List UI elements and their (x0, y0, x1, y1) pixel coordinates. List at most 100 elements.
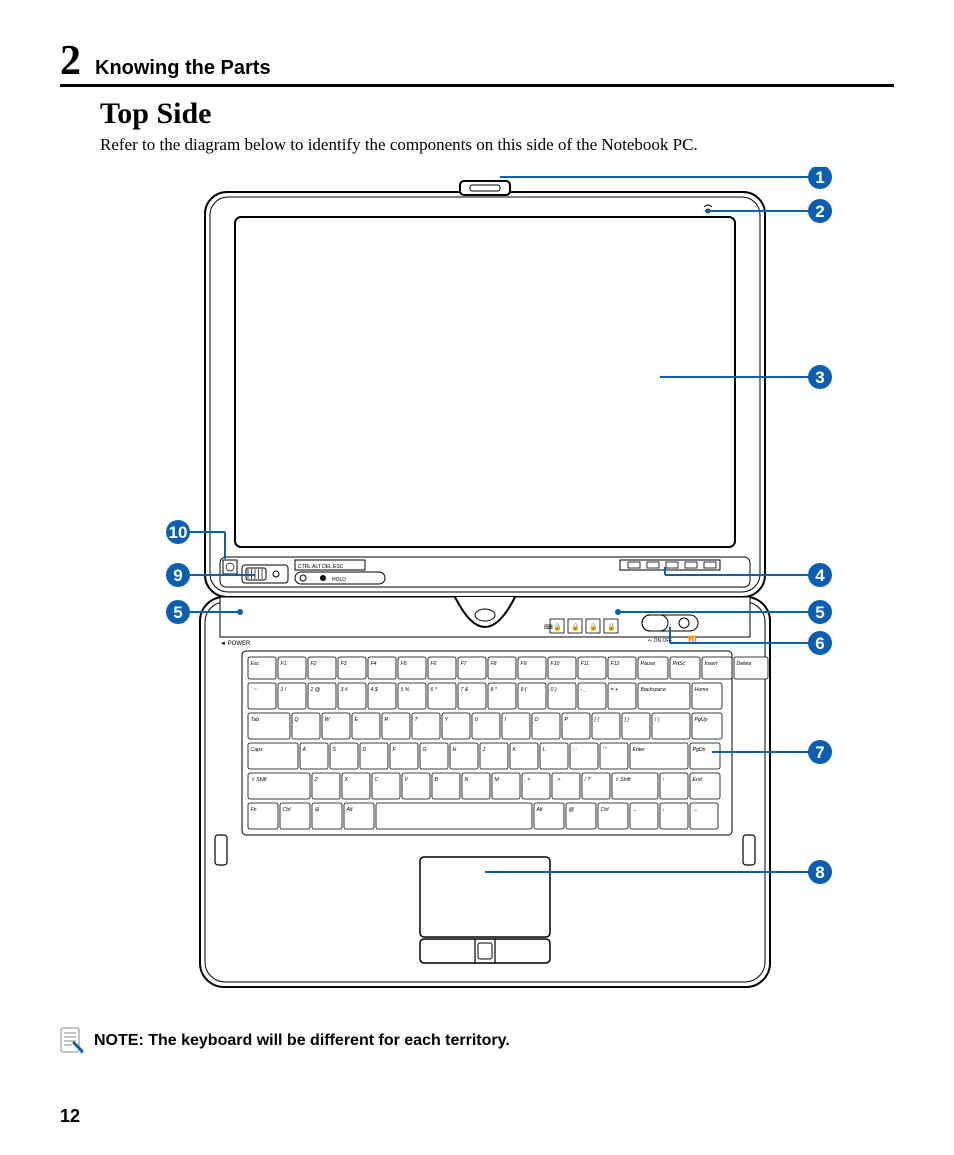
svg-text:Insert: Insert (705, 661, 719, 667)
svg-text:←: ← (633, 807, 638, 813)
intro-text: Refer to the diagram below to identify t… (100, 135, 894, 155)
svg-text:Home: Home (695, 687, 709, 693)
svg-text:🔒: 🔒 (589, 623, 598, 631)
svg-text:0 ): 0 ) (551, 687, 557, 693)
svg-text:CTRL ALT DEL ESC: CTRL ALT DEL ESC (298, 564, 344, 570)
svg-text:🔒: 🔒 (607, 623, 616, 631)
svg-text:7 &: 7 & (461, 687, 469, 693)
diagram: CTRL ALT DEL ESCHOLD◄ POWER🔒🔒🔒🔒⌨⇐ ON OFF… (120, 167, 850, 1017)
svg-text:F10: F10 (551, 661, 560, 667)
svg-text:⇧ Shift: ⇧ Shift (615, 777, 632, 783)
svg-text:PrtSc: PrtSc (673, 661, 686, 667)
svg-text:Ctrl: Ctrl (283, 807, 292, 813)
svg-text:Backspace: Backspace (641, 687, 666, 693)
svg-text:↓: ↓ (663, 807, 666, 813)
svg-text:. >: . > (555, 777, 561, 783)
note-icon (60, 1027, 84, 1055)
svg-text:3: 3 (815, 368, 824, 387)
svg-text:A: A (302, 747, 307, 753)
svg-text:Ctrl: Ctrl (601, 807, 610, 813)
svg-text:⇐ ON OFF: ⇐ ON OFF (648, 638, 672, 644)
svg-text:V: V (405, 777, 409, 783)
svg-text:L: L (543, 747, 546, 753)
svg-text:Alt: Alt (536, 807, 544, 813)
svg-text:🔒: 🔒 (553, 623, 562, 631)
svg-text:HOLD: HOLD (332, 577, 346, 583)
svg-text:4 $: 4 $ (371, 687, 378, 693)
svg-text:F9: F9 (521, 661, 527, 667)
svg-text:Pause: Pause (641, 661, 656, 667)
svg-text:N: N (465, 777, 469, 783)
svg-text:PgDn: PgDn (693, 747, 706, 753)
svg-text:1 !: 1 ! (281, 687, 287, 693)
svg-text:Enter: Enter (633, 747, 646, 753)
svg-text:⇧ Shift: ⇧ Shift (251, 777, 268, 783)
svg-text:2 @: 2 @ (310, 687, 321, 693)
chapter-title: Knowing the Parts (95, 57, 271, 80)
svg-text:M: M (495, 777, 500, 783)
svg-text:G: G (423, 747, 427, 753)
svg-text:Q: Q (295, 717, 299, 723)
page-number: 12 (60, 1106, 80, 1127)
svg-text:, <: , < (525, 777, 531, 783)
svg-text:6 ^: 6 ^ (431, 687, 438, 693)
svg-text:U: U (475, 717, 479, 723)
svg-text:5: 5 (173, 603, 182, 622)
svg-text:B: B (435, 777, 439, 783)
chapter-number: 2 (60, 40, 81, 82)
svg-text:H: H (453, 747, 457, 753)
svg-text:Tab: Tab (251, 717, 260, 723)
svg-text:K: K (513, 747, 517, 753)
svg-text:O: O (535, 717, 539, 723)
laptop-diagram: CTRL ALT DEL ESCHOLD◄ POWER🔒🔒🔒🔒⌨⇐ ON OFF… (120, 167, 850, 1017)
note-text: NOTE: The keyboard will be different for… (94, 1032, 510, 1050)
svg-text:/ ?: / ? (584, 777, 591, 783)
svg-text:4: 4 (815, 566, 825, 585)
svg-text:F2: F2 (311, 661, 317, 667)
svg-text:Alt: Alt (346, 807, 354, 813)
svg-text:D: D (363, 747, 367, 753)
svg-text:1: 1 (815, 168, 824, 187)
svg-text:🔒: 🔒 (571, 623, 580, 631)
svg-text:F6: F6 (431, 661, 437, 667)
svg-text:Caps: Caps (251, 747, 264, 753)
svg-text:F5: F5 (401, 661, 407, 667)
svg-text:F1: F1 (281, 661, 287, 667)
svg-text:] }: ] } (624, 717, 630, 723)
svg-text:- _: - _ (581, 687, 587, 693)
svg-text:7: 7 (815, 743, 824, 762)
svg-text:` ~: ` ~ (251, 687, 257, 693)
svg-text:5: 5 (815, 603, 824, 622)
svg-text:5 %: 5 % (401, 687, 410, 693)
svg-text:10: 10 (169, 523, 188, 542)
svg-text:P: P (565, 717, 569, 723)
svg-text:C: C (375, 777, 379, 783)
svg-text:X: X (344, 777, 349, 783)
svg-text:Esc: Esc (251, 661, 260, 667)
svg-text:; :: ; : (573, 747, 578, 753)
svg-text:S: S (333, 747, 337, 753)
svg-text:Y: Y (445, 717, 449, 723)
svg-text:2: 2 (815, 202, 824, 221)
svg-text:F3: F3 (341, 661, 347, 667)
svg-text:PgUp: PgUp (695, 717, 708, 723)
svg-text:↑: ↑ (663, 777, 666, 783)
svg-text:8: 8 (815, 863, 824, 882)
svg-text:Delete: Delete (737, 661, 752, 667)
svg-text:= +: = + (611, 687, 619, 693)
svg-text:E: E (355, 717, 359, 723)
svg-text:J: J (482, 747, 486, 753)
svg-text:Fn: Fn (251, 807, 257, 813)
svg-text:3 #: 3 # (341, 687, 348, 693)
svg-text:⊞: ⊞ (315, 807, 320, 813)
svg-text:6: 6 (815, 634, 824, 653)
svg-text:⌨: ⌨ (544, 624, 553, 631)
svg-text:F11: F11 (581, 661, 590, 667)
svg-text:8 *: 8 * (491, 687, 498, 693)
svg-text:\ |: \ | (655, 717, 659, 723)
svg-text:F12: F12 (611, 661, 620, 667)
svg-text:End: End (693, 777, 703, 783)
svg-text:◄ POWER: ◄ POWER (220, 641, 251, 647)
svg-text:R: R (385, 717, 389, 723)
svg-text:F4: F4 (371, 661, 377, 667)
